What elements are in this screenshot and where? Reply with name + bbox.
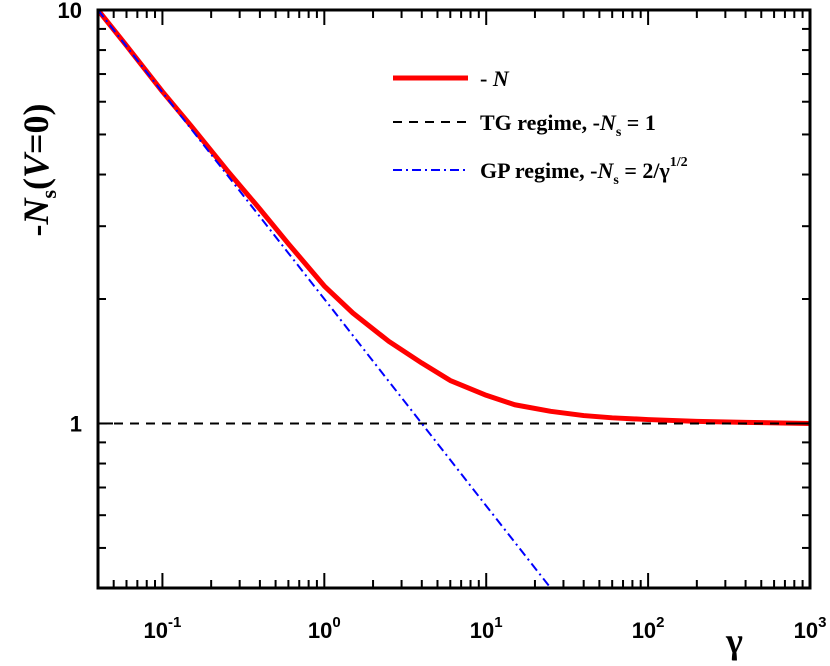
x-tick-label: 10-1 — [144, 614, 182, 643]
legend-label-TG-sub: s — [616, 125, 622, 140]
legend-label-GP-rest: = 2/γ — [619, 158, 670, 183]
legend-label-TG-prefix: TG regime, - — [480, 110, 600, 135]
legend-label-GP-sup: 1/2 — [670, 155, 688, 170]
legend-label-GP-prefix: GP regime, - — [480, 158, 598, 183]
y-tick-label: 1 — [70, 411, 82, 436]
legend-label-GP-var: N — [597, 158, 615, 183]
x-tick-label-exp: 0 — [332, 614, 340, 631]
x-tick-label-exp: -1 — [168, 614, 181, 631]
legend-entry-N: - N — [393, 66, 510, 91]
y-axis-title-var: N — [16, 197, 56, 226]
legend-label-N-var: N — [492, 66, 510, 91]
y-axis-title-arg-open: ( — [16, 178, 56, 190]
y-axis-title-arg-rest: =0) — [16, 103, 56, 154]
x-tick-label-base: 10 — [144, 618, 168, 643]
plot-frame — [96, 8, 812, 590]
ticks-layer — [97, 9, 811, 589]
series-layer — [98, 10, 810, 588]
y-axis-title-sub: s — [36, 190, 61, 199]
legend: - N TG regime, -Ns = 1 GP regime, -Ns = … — [393, 66, 688, 188]
legend-entry-TG: TG regime, -Ns = 1 — [393, 110, 656, 140]
x-tick-label-base: 10 — [794, 618, 818, 643]
y-axis-title: -Ns(V=0) — [16, 103, 61, 236]
x-tick-label-exp: 3 — [818, 614, 826, 631]
x-axis-title: γ — [725, 621, 743, 661]
x-tick-label-base: 10 — [308, 618, 332, 643]
y-tick-labels: 1 10 — [58, 0, 82, 436]
x-tick-label-base: 10 — [470, 618, 494, 643]
y-tick-label: 10 — [58, 0, 82, 23]
y-axis-title-arg-var: V — [16, 151, 56, 178]
legend-label-GP: GP regime, -Ns = 2/γ1/2 — [480, 155, 688, 188]
legend-label-GP-sub: s — [613, 173, 619, 188]
x-tick-label: 101 — [470, 614, 503, 643]
x-tick-label: 102 — [632, 614, 665, 643]
legend-label-N-prefix: - — [480, 66, 493, 91]
legend-label-TG: TG regime, -Ns = 1 — [480, 110, 656, 140]
x-tick-label: 100 — [308, 614, 341, 643]
x-tick-labels: 10-1 100 101 102 103 — [144, 614, 827, 643]
legend-label-N: - N — [480, 66, 510, 91]
legend-label-TG-var: N — [599, 110, 617, 135]
x-tick-label-exp: 1 — [494, 614, 502, 631]
legend-label-TG-rest: = 1 — [621, 110, 656, 135]
y-axis-title-prefix: - — [16, 225, 56, 237]
series-line-N — [98, 10, 810, 426]
x-tick-label-exp: 2 — [656, 614, 664, 631]
x-tick-label-base: 10 — [632, 618, 656, 643]
legend-entry-GP: GP regime, -Ns = 2/γ1/2 — [393, 155, 688, 188]
x-tick-label: 103 — [794, 614, 827, 643]
